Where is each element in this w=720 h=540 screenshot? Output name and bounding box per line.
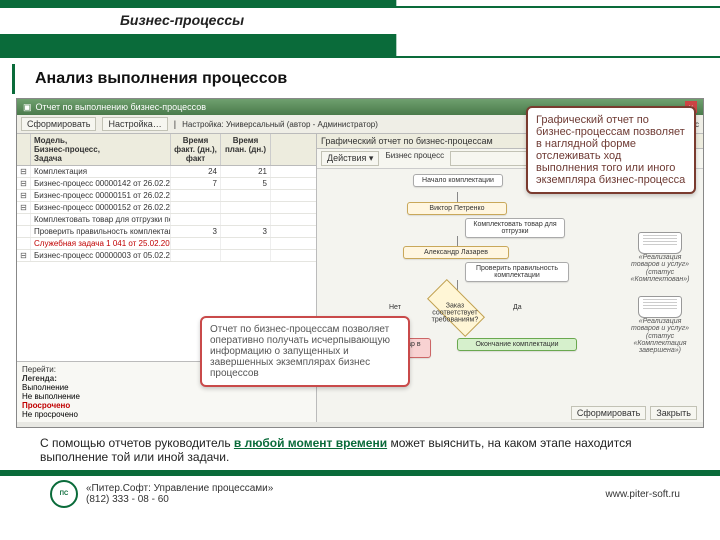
edge-no: Нет [389,304,401,311]
node-end[interactable]: Окончание комплектации [457,338,577,351]
settings-profile-label: Настройка: Универсальный (автор - Админи… [182,120,378,129]
footer-note: С помощью отчетов руководитель в любой м… [40,436,680,464]
col-model: Модель, Бизнес-процесс, Задача [31,134,171,165]
settings-button[interactable]: Настройка… [102,117,167,131]
generate-button[interactable]: Сформировать [21,117,96,131]
product-name: «Питер.Софт: Управление процессами» [86,483,273,494]
doc-icon: ▣ [23,102,32,113]
legend-title: Легенда: [22,374,57,383]
bp-label: Бизнес процесс [385,151,444,166]
go-label: Перейти: [22,365,56,374]
node-task2[interactable]: Проверить правильность комплектации [465,262,569,282]
header-stripe-top [0,0,720,8]
graph-generate-button[interactable]: Сформировать [571,406,646,420]
table-row[interactable]: Служебная задача 1 041 от 25.02.2009 18:… [17,238,316,250]
edge-yes: Да [513,304,522,311]
table-row[interactable]: ⊟Бизнес-процесс 00000152 от 26.02.2009 1… [17,202,316,214]
footer-row: ПС «Питер.Софт: Управление процессами» (… [0,476,720,508]
legend-item: Не выполнение [22,392,311,401]
actions-dropdown[interactable]: Действия ▾ [321,151,379,166]
book-2: «Реализация товаров и услуг» (статус «Ко… [630,296,690,326]
section-heading: Анализ выполнения процессов [12,64,720,94]
page-category: Бизнес-процессы [120,12,244,28]
table-row[interactable]: ⊟Бизнес-процесс 00000142 от 26.02.2009 1… [17,178,316,190]
logo-icon: ПС [50,480,78,508]
phone-number: (812) 333 - 08 - 60 [86,494,273,505]
table-row[interactable]: ⊟Бизнес-процесс 00000151 от 26.02.2009 1… [17,190,316,202]
footer-url[interactable]: www.piter-soft.ru [606,489,680,500]
table-row[interactable]: ⊟Бизнес-процесс 00000003 от 05.02.2010 1… [17,250,316,262]
graph-close-button[interactable]: Закрыть [650,406,697,420]
node-start[interactable]: Начало комплектации [413,174,503,187]
callout-graph-report: Графический отчет по бизнес-процессам по… [526,106,696,194]
toolbar-sep: | [174,119,176,129]
legend-item: Не просрочено [22,410,311,419]
table-row[interactable]: ⊟Комплектация2421 [17,166,316,178]
legend-item: Просрочено [22,401,311,410]
table-row[interactable]: Проверить правильность комплектации 1 03… [17,226,316,238]
col-fact: Время факт. (дн.), факт [171,134,221,165]
node-user2[interactable]: Александр Лазарев [403,246,509,259]
grid-header: Модель, Бизнес-процесс, Задача Время фак… [17,134,316,166]
node-user1[interactable]: Виктор Петренко [407,202,507,215]
graph-bottom-buttons: Сформировать Закрыть [571,406,697,420]
table-row[interactable]: Комплектовать товар для отгрузки по счет… [17,214,316,226]
book-1: «Реализация товаров и услуг» (статус «Ко… [630,232,690,262]
node-decision[interactable]: Заказ соответствует требованиям? [427,279,485,337]
node-task1[interactable]: Комплектовать товар для отгрузки [465,218,565,238]
page-title-row: Бизнес-процессы [0,8,720,34]
col-plan: Время план. (дн.) [221,134,271,165]
callout-report: Отчет по бизнес-процессам позволяет опер… [200,316,410,387]
header-stripe-bottom [0,34,720,58]
window-title-text: Отчет по выполнению бизнес-процессов [36,102,207,112]
